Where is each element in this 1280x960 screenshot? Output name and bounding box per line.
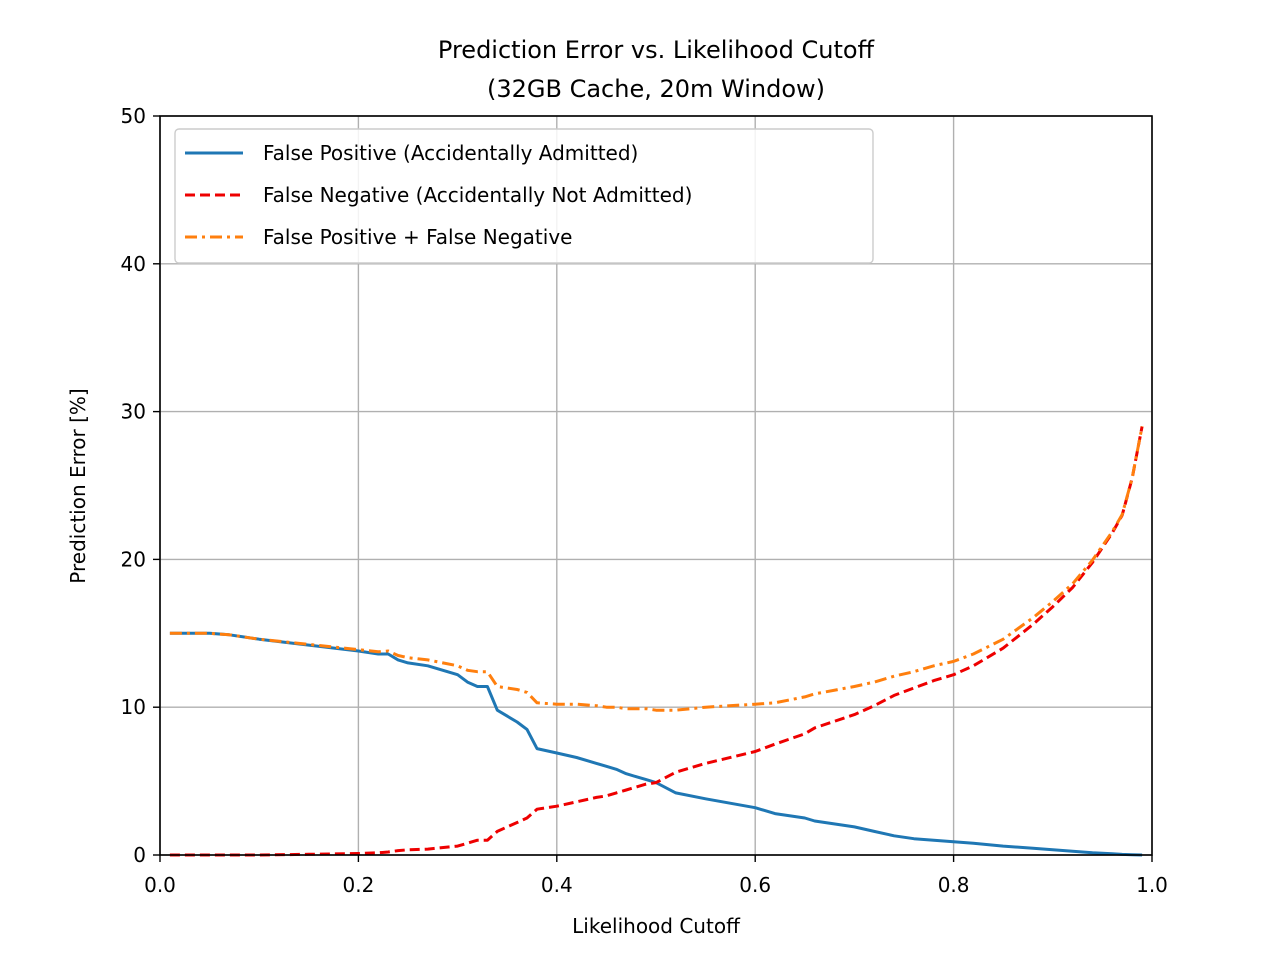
plot-lines (169, 426, 1144, 857)
y-tick-label: 30 (121, 400, 146, 424)
legend-label-1: False Negative (Accidentally Not Admitte… (263, 183, 692, 207)
x-tick-label: 0.4 (541, 873, 573, 897)
legend-label-2: False Positive + False Negative (263, 225, 572, 249)
axes-frame (159, 115, 1153, 856)
ticks: 0.0 0.2 0.4 0.6 0.8 1.0 0 10 20 30 40 50 (121, 104, 1168, 897)
legend-box (174, 128, 874, 264)
y-tick-label: 0 (133, 843, 146, 867)
y-tick-label: 20 (121, 547, 146, 571)
y-tick-label: 40 (121, 252, 146, 276)
series-line-0 (169, 631, 1143, 857)
x-tick-label: 0.8 (938, 873, 970, 897)
y-tick-label: 10 (121, 695, 146, 719)
series-line-2 (169, 426, 1144, 712)
x-axis-label: Likelihood Cutoff (572, 914, 741, 938)
y-tick-label: 50 (121, 104, 146, 128)
x-tick-label: 0.0 (144, 873, 176, 897)
x-tick-label: 1.0 (1136, 873, 1168, 897)
x-tick-label: 0.2 (342, 873, 374, 897)
legend-label-0: False Positive (Accidentally Admitted) (263, 141, 638, 165)
chart-title: Prediction Error vs. Likelihood Cutoff (438, 36, 875, 64)
chart-subtitle: (32GB Cache, 20m Window) (487, 75, 825, 103)
x-tick-label: 0.6 (739, 873, 771, 897)
y-axis-label: Prediction Error [%] (66, 388, 90, 583)
series-line-1 (169, 426, 1144, 857)
legend: False Positive (Accidentally Admitted) Fa… (174, 128, 874, 264)
